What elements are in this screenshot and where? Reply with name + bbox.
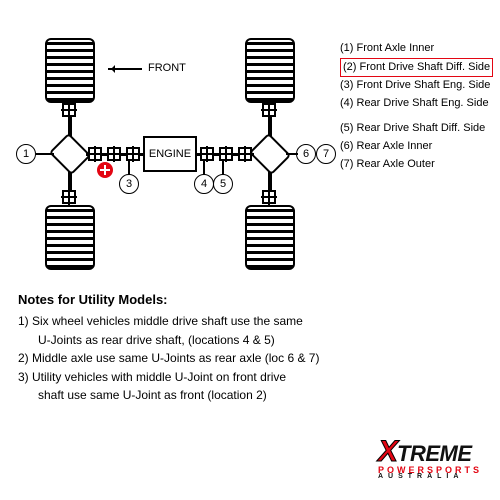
legend-item: (1) Front Axle Inner (340, 40, 493, 58)
ujoint (107, 147, 121, 161)
notes-body: 1) Six wheel vehicles middle drive shaft… (18, 312, 319, 405)
tire-fl (45, 38, 95, 103)
drivetrain-diagram: ENGINE 1 3 4 5 6 7 FRONT (1) Front Axle … (0, 0, 500, 500)
legend-item: (7) Rear Axle Outer (340, 156, 493, 174)
legend: (1) Front Axle Inner (2) Front Drive Sha… (340, 40, 493, 173)
engine-box: ENGINE (143, 136, 197, 172)
ujoint (126, 147, 140, 161)
tire-rr (245, 205, 295, 270)
note-line: 2) Middle axle use same U-Joints as rear… (18, 349, 319, 368)
front-label: FRONT (148, 62, 186, 74)
logo-x: X (378, 435, 397, 468)
legend-item: (5) Rear Drive Shaft Diff. Side (340, 120, 493, 138)
leader (286, 153, 298, 155)
ujoint (200, 147, 214, 161)
legend-item: (3) Front Drive Shaft Eng. Side (340, 77, 493, 95)
leader (222, 161, 224, 175)
label-5: 5 (213, 174, 233, 194)
ujoint (88, 147, 102, 161)
brand-logo: XTREME POWERSPORTS AUSTRALIA (378, 435, 482, 480)
label-6: 6 (296, 144, 316, 164)
front-arrow-icon (108, 68, 142, 70)
ujoint (62, 103, 76, 117)
front-diff (49, 133, 91, 175)
notes-title: Notes for Utility Models: (18, 292, 168, 307)
leader (36, 153, 54, 155)
label-3: 3 (119, 174, 139, 194)
legend-item: (4) Rear Drive Shaft Eng. Side (340, 95, 493, 113)
label-4: 4 (194, 174, 214, 194)
label-7: 7 (316, 144, 336, 164)
ujoint (238, 147, 252, 161)
ujoint (62, 190, 76, 204)
note-line: U-Joints as rear drive shaft, (locations… (18, 331, 319, 350)
ujoint (262, 103, 276, 117)
ujoint (262, 190, 276, 204)
leader (203, 161, 205, 175)
rear-diff (249, 133, 291, 175)
note-line: shaft use same U-Joint as front (locatio… (18, 386, 319, 405)
legend-item-highlighted: (2) Front Drive Shaft Diff. Side (340, 58, 493, 78)
note-line: 1) Six wheel vehicles middle drive shaft… (18, 312, 319, 331)
label-1: 1 (16, 144, 36, 164)
ujoint (219, 147, 233, 161)
logo-rest: TREME (397, 441, 472, 466)
engine-label: ENGINE (149, 148, 191, 160)
marker-2-icon (97, 162, 113, 178)
tire-fr (245, 38, 295, 103)
tire-rl (45, 205, 95, 270)
leader (128, 161, 130, 175)
note-line: 3) Utility vehicles with middle U-Joint … (18, 368, 319, 387)
legend-item: (6) Rear Axle Inner (340, 138, 493, 156)
